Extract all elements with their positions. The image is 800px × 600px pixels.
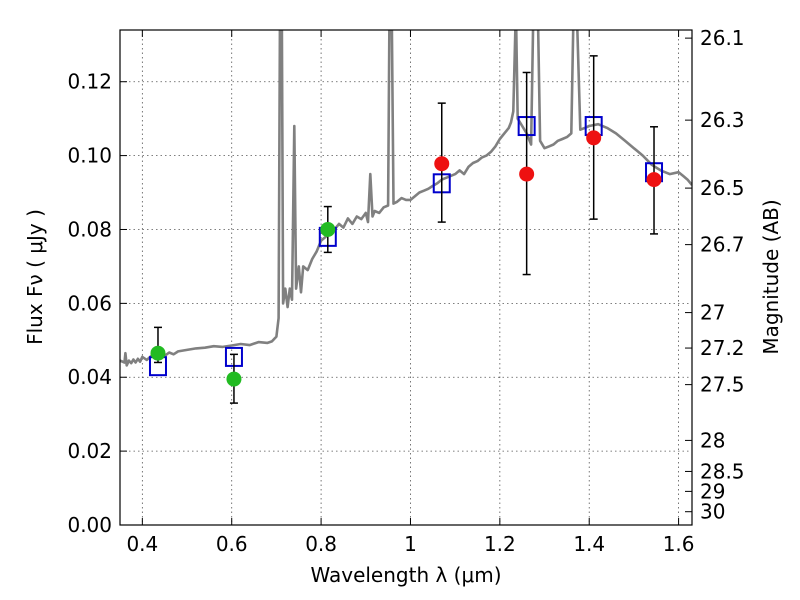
observed-point [586, 130, 602, 146]
y-tick-label: 0.12 [67, 70, 112, 94]
y-tick-label: 0.00 [67, 513, 112, 537]
right-tick-label: 27 [700, 301, 725, 325]
x-tick-label: 1.4 [573, 532, 605, 556]
observed-point [150, 345, 166, 361]
y-tick-label: 0.08 [67, 217, 112, 241]
sed-model-line [120, 30, 692, 367]
observed-point [519, 166, 535, 182]
y-tick-label: 0.06 [67, 291, 112, 315]
right-tick-label: 26.5 [700, 176, 745, 200]
plot-area [120, 30, 692, 404]
y-axis-label: Flux Fν ( μJy ) [23, 209, 47, 345]
x-tick-label: 0.6 [216, 532, 248, 556]
observed-point [434, 156, 450, 172]
x-tick-label: 1 [404, 532, 417, 556]
right-tick-label: 26.7 [700, 233, 745, 257]
x-tick-label: 0.8 [305, 532, 337, 556]
right-tick-label: 29 [700, 479, 725, 503]
right-tick-label: 28 [700, 428, 725, 452]
y-tick-label: 0.02 [67, 439, 112, 463]
axis-ticks: 0.4 0.6 0.8 1 1.2 1.4 1.6 0.00 0.02 0.04 0.06 0.08 0… [67, 26, 744, 556]
x-tick-label: 0.4 [126, 532, 158, 556]
observed-point [646, 172, 662, 188]
right-tick-label: 27.2 [700, 336, 745, 360]
right-tick-label: 26.3 [700, 108, 745, 132]
observed-point [320, 221, 336, 237]
right-tick-label: 26.1 [700, 26, 745, 50]
y-tick-label: 0.04 [67, 365, 112, 389]
right-tick-label: 28.5 [700, 459, 745, 483]
x-tick-label: 1.6 [663, 532, 695, 556]
observed-point [226, 371, 242, 387]
y-axis-right-label: Magnitude (AB) [759, 199, 783, 354]
right-tick-label: 27.5 [700, 373, 745, 397]
x-axis-label: Wavelength λ (μm) [310, 563, 501, 587]
right-tick-label: 30 [700, 500, 725, 524]
plot-frame [119, 29, 693, 526]
y-tick-label: 0.10 [67, 144, 112, 168]
grid-lines [120, 30, 692, 525]
x-tick-label: 1.2 [484, 532, 516, 556]
